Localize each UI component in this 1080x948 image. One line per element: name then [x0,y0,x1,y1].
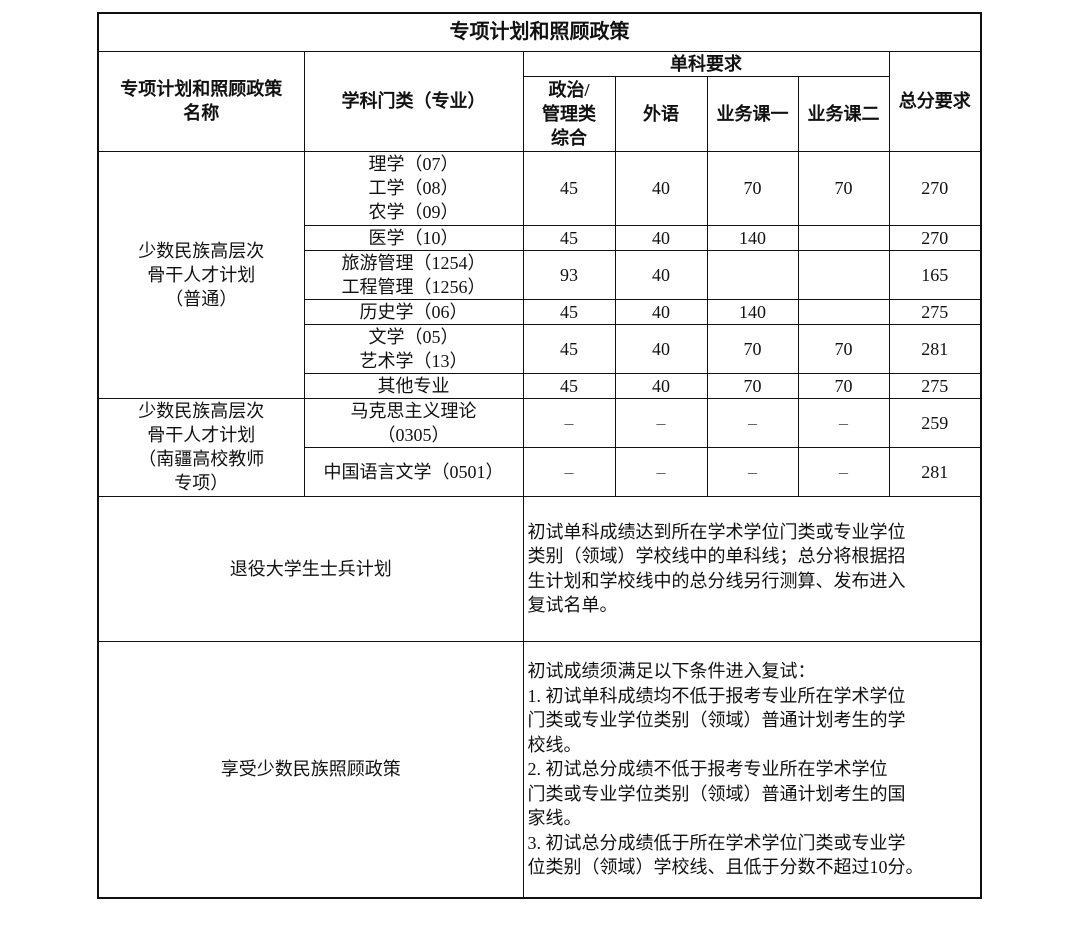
foreign-cell: 40 [614,224,708,251]
policy-table: 专项计划和照顾政策 专项计划和照顾政策 名称 学科门类（专业） 单科要求 总分要… [97,12,983,899]
table-row: 旅游管理（1254） 工程管理（1256） 93 40 165 [98,249,982,300]
table-row: 其他专业 45 40 70 70 275 [98,372,982,399]
course2-cell [797,298,890,325]
table-row: 少数民族高层次 骨干人才计划 （南疆高校教师 专项） 马克思主义理论 （0305… [97,397,982,497]
foreign-cell: 40 [614,298,708,325]
subject-cell: 马克思主义理论 （0305） [303,397,524,448]
header-total: 总分要求 [888,50,982,152]
foreign-cell: 40 [614,323,708,374]
foreign-cell: 40 [614,372,708,399]
foreign-cell: – [614,446,708,497]
total-cell: 275 [888,298,982,325]
plan-description: 初试成绩须满足以下条件进入复试： 1. 初试单科成绩均不低于报考专业所在学术学位… [522,640,982,899]
foreign-cell: – [614,397,708,448]
politics-cell: 93 [522,249,616,300]
total-cell: 270 [888,150,982,226]
plan-name: 少数民族高层次 骨干人才计划 （普通） [97,150,305,399]
table-row: 历史学（06） 45 40 140 275 [98,298,982,325]
subject-cell: 理学（07） 工学（08） 农学（09） [303,150,524,226]
table-row: 文学（05） 艺术学（13） 45 40 70 70 281 [98,323,982,374]
total-cell: 275 [888,372,982,399]
table-row: 享受少数民族照顾政策 初试成绩须满足以下条件进入复试： 1. 初试单科成绩均不低… [97,640,982,899]
plan-name: 少数民族高层次 骨干人才计划 （南疆高校教师 专项） [97,397,305,497]
table-row: 退役大学生士兵计划 初试单科成绩达到所在学术学位门类或专业学位 类别（领域）学校… [97,495,982,642]
course1-cell: 140 [706,224,799,251]
header-foreign: 外语 [614,75,708,152]
subject-cell: 其他专业 [303,372,524,399]
politics-cell: – [522,397,616,448]
politics-cell: 45 [522,150,616,226]
plan-name: 享受少数民族照顾政策 [97,640,524,899]
total-cell: 259 [888,397,982,448]
foreign-cell: 40 [614,150,708,226]
course2-cell: 70 [797,372,890,399]
table-row: 医学（10） 45 40 140 270 [98,224,982,251]
course1-cell: 70 [706,323,799,374]
subject-cell: 旅游管理（1254） 工程管理（1256） [303,249,524,300]
course1-cell [706,249,799,300]
table-row: 少数民族高层次 骨干人才计划 （普通） 理学（07） 工学（08） 农学（09）… [97,150,982,399]
total-cell: 165 [888,249,982,300]
foreign-cell: 40 [614,249,708,300]
total-cell: 281 [888,323,982,374]
politics-cell: 45 [522,372,616,399]
header-politics: 政治/ 管理类 综合 [522,75,616,152]
politics-cell: 45 [522,224,616,251]
subject-cell: 文学（05） 艺术学（13） [303,323,524,374]
course2-cell: 70 [797,150,890,226]
subject-cell: 医学（10） [303,224,524,251]
course1-cell: 140 [706,298,799,325]
total-cell: 281 [888,446,982,497]
plan-name: 退役大学生士兵计划 [97,495,524,642]
politics-cell: 45 [522,298,616,325]
course2-cell [797,249,890,300]
header-course2: 业务课二 [797,75,890,152]
course1-cell: 70 [706,150,799,226]
politics-cell: 45 [522,323,616,374]
subject-cell: 历史学（06） [303,298,524,325]
header-single-req: 单科要求 [522,50,890,77]
course2-cell: – [797,397,890,448]
course2-cell [797,224,890,251]
course2-cell: – [797,446,890,497]
header-course1: 业务课一 [706,75,799,152]
plan-description: 初试单科成绩达到所在学术学位门类或专业学位 类别（领域）学校线中的单科线；总分将… [522,495,982,642]
course2-cell: 70 [797,323,890,374]
header-plan-name: 专项计划和照顾政策 名称 [97,50,305,152]
course1-cell: 70 [706,372,799,399]
total-cell: 270 [888,224,982,251]
course1-cell: – [706,397,799,448]
course1-cell: – [706,446,799,497]
table-title: 专项计划和照顾政策 [97,12,982,52]
header-subject: 学科门类（专业） [303,50,524,152]
politics-cell: – [522,446,616,497]
subject-cell: 中国语言文学（0501） [303,446,524,497]
